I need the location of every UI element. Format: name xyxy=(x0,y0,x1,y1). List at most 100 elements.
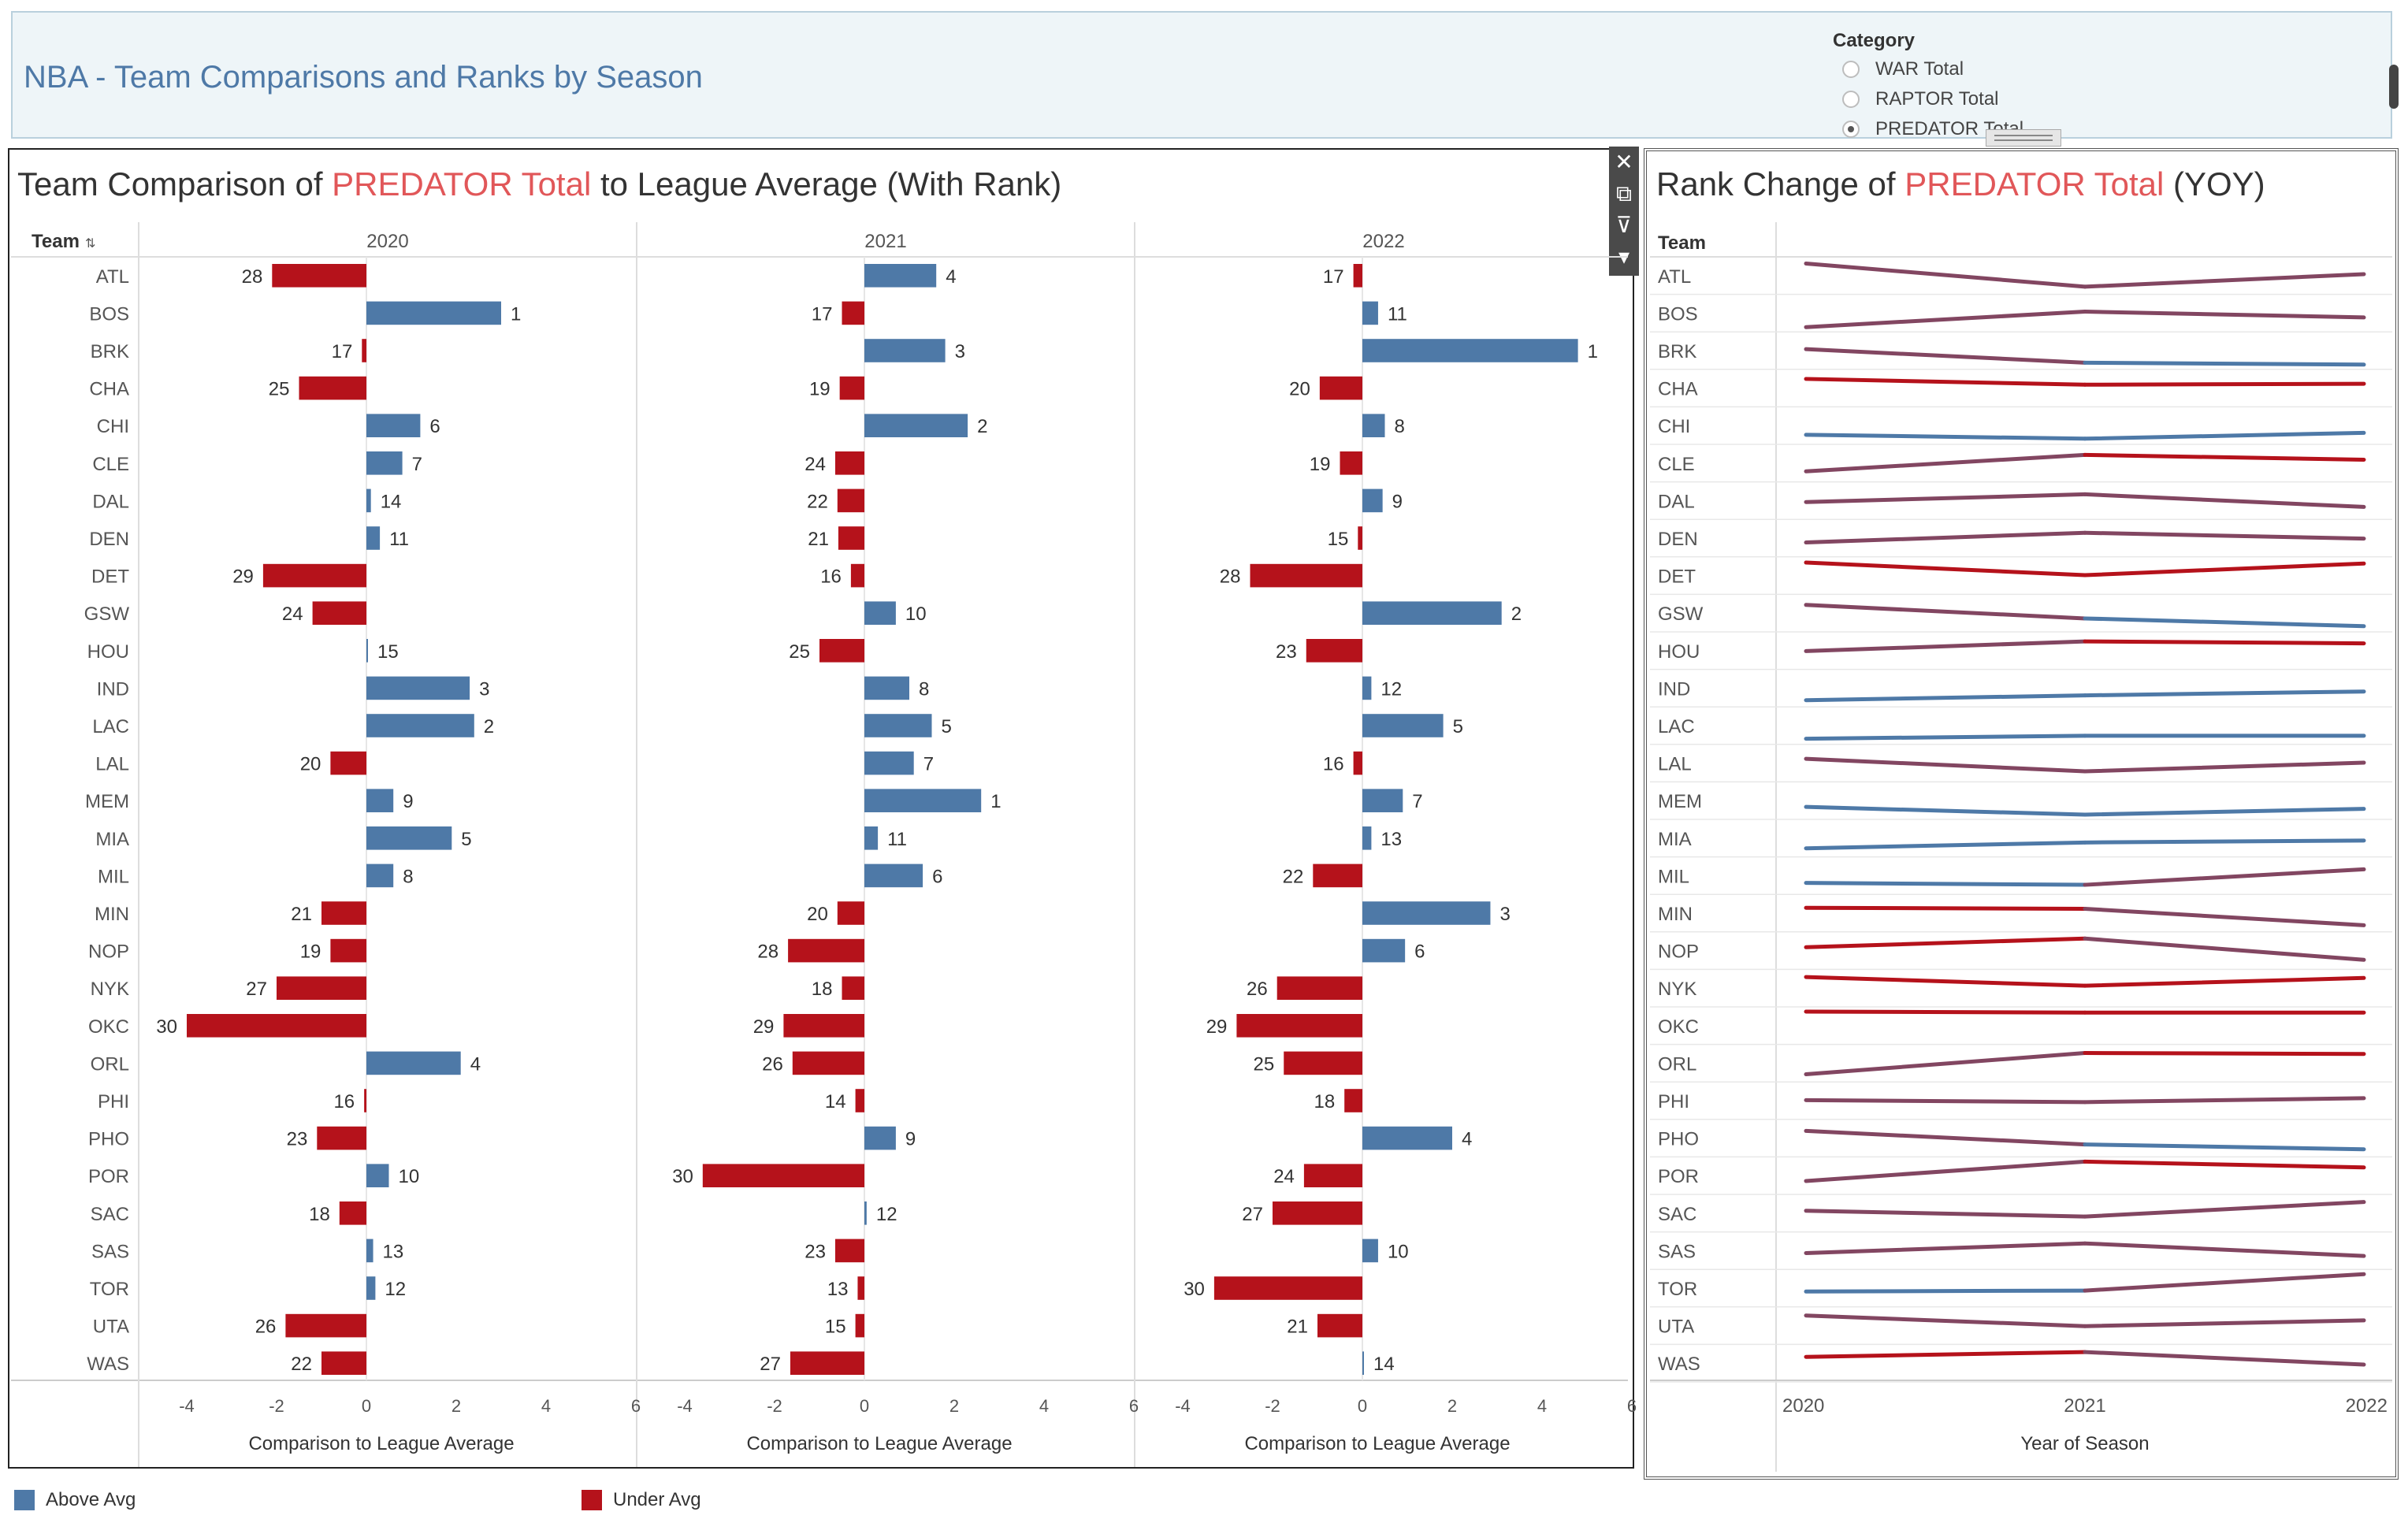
bar xyxy=(1362,1351,1364,1375)
bar xyxy=(702,1164,864,1187)
rank-label: 2 xyxy=(484,716,494,737)
team-label: CHI xyxy=(1658,416,1690,437)
bar xyxy=(855,1089,864,1112)
legend-under[interactable]: Under Avg xyxy=(582,1489,701,1511)
rank-line-segment xyxy=(1804,347,2087,365)
rank-label: 5 xyxy=(461,829,471,850)
rank-label: 22 xyxy=(807,491,828,512)
bar xyxy=(366,1239,373,1263)
axis-tick-label: 4 xyxy=(541,1396,551,1416)
rank-label: 22 xyxy=(1283,866,1304,887)
filter-scrollbar[interactable] xyxy=(2389,65,2399,109)
bar xyxy=(1306,639,1362,663)
bar xyxy=(1273,1201,1362,1225)
bar xyxy=(864,339,946,362)
bar xyxy=(855,1313,864,1338)
axis-tick-label: -4 xyxy=(179,1396,195,1416)
bar xyxy=(366,1164,389,1187)
bar xyxy=(364,1089,366,1112)
rank-line-segment xyxy=(1804,433,2087,441)
rank-label: 18 xyxy=(1314,1091,1335,1112)
bar xyxy=(299,376,366,400)
bar xyxy=(312,601,366,625)
rank-label: 7 xyxy=(923,754,934,775)
bar xyxy=(864,826,879,850)
rank-label: 23 xyxy=(805,1241,826,1262)
rank-line-segment xyxy=(2083,1096,2366,1105)
bar xyxy=(834,1239,864,1263)
rank-label: 28 xyxy=(242,266,263,288)
bar xyxy=(1317,1313,1362,1338)
team-label: SAS xyxy=(91,1241,129,1262)
popout-icon[interactable]: ⧉ xyxy=(1616,181,1632,206)
rank-line-segment xyxy=(1804,639,2087,653)
option-raptor-total[interactable]: RAPTOR Total xyxy=(1842,88,1999,110)
resize-grip[interactable] xyxy=(1986,129,2061,147)
axis-tick-label: -2 xyxy=(1265,1396,1280,1416)
bar-chart-panel xyxy=(8,148,1634,1469)
x-axis-title: Comparison to League Average xyxy=(746,1433,1012,1454)
bar xyxy=(1362,676,1372,700)
bar xyxy=(366,639,368,663)
team-label: DET xyxy=(91,566,129,588)
team-label: CHI xyxy=(97,416,129,437)
radio-icon[interactable] xyxy=(1842,91,1860,108)
bar xyxy=(1362,1239,1378,1263)
rank-line-segment xyxy=(1804,840,2087,851)
bar xyxy=(1276,976,1362,1000)
bar xyxy=(864,676,909,700)
axis-tick-label: 6 xyxy=(1129,1396,1139,1416)
rank-label: 19 xyxy=(1310,454,1331,475)
bar xyxy=(1362,414,1385,437)
bar xyxy=(819,639,864,663)
axis-tick-label: -2 xyxy=(767,1396,782,1416)
team-label: LAC xyxy=(92,716,129,737)
bar xyxy=(864,863,923,888)
bar xyxy=(366,863,394,888)
axis-tick-label: 0 xyxy=(1358,1396,1367,1416)
rank-label: 12 xyxy=(1381,678,1402,700)
bar xyxy=(1362,901,1491,925)
rank-label: 21 xyxy=(808,529,829,550)
team-label: PHI xyxy=(98,1091,129,1112)
close-icon[interactable]: ✕ xyxy=(1615,150,1633,174)
title-measure: PREDATOR Total xyxy=(332,165,592,202)
filter-icon[interactable]: ⊽ xyxy=(1615,213,1633,237)
team-label: MIL xyxy=(98,866,129,887)
legend-above[interactable]: Above Avg xyxy=(14,1489,136,1511)
option-war-total[interactable]: WAR Total xyxy=(1842,58,1964,80)
radio-selected-icon[interactable] xyxy=(1842,121,1860,138)
rank-label: 17 xyxy=(332,341,353,362)
team-label: DAL xyxy=(92,491,129,512)
rank-label: 16 xyxy=(1323,754,1344,775)
option-label: WAR Total xyxy=(1875,58,1964,80)
team-label: CLE xyxy=(1658,454,1695,475)
rank-label: 20 xyxy=(807,904,828,925)
bar xyxy=(321,901,366,925)
rank-label: 26 xyxy=(762,1053,783,1075)
category-filter: Category WAR Total RAPTOR Total PREDATOR… xyxy=(1809,17,2408,139)
axis-tick-label: 2 xyxy=(452,1396,461,1416)
bar xyxy=(790,1351,864,1375)
rank-label: 6 xyxy=(1414,941,1425,963)
legend-swatch-under xyxy=(582,1490,602,1510)
rank-label: 12 xyxy=(385,1279,406,1300)
rank-label: 2 xyxy=(977,416,987,437)
bar xyxy=(1353,751,1362,775)
rank-label: 10 xyxy=(399,1166,420,1187)
axis-tick-label: 2020 xyxy=(1782,1395,1824,1417)
rank-line-segment xyxy=(2083,1272,2366,1293)
bar xyxy=(1319,376,1362,400)
rank-label: 13 xyxy=(1381,829,1402,850)
axis-tick-label: 2 xyxy=(949,1396,959,1416)
rank-label: 28 xyxy=(1220,566,1241,588)
rank-label: 9 xyxy=(905,1129,916,1150)
team-label: GSW xyxy=(1658,604,1704,625)
bar xyxy=(850,563,864,588)
row-header-label: Team xyxy=(32,231,80,252)
rank-label: 12 xyxy=(876,1204,897,1225)
rank-label: 10 xyxy=(905,604,927,625)
bar xyxy=(1303,1164,1362,1187)
radio-icon[interactable] xyxy=(1842,61,1860,78)
rank-label: 6 xyxy=(429,416,440,437)
